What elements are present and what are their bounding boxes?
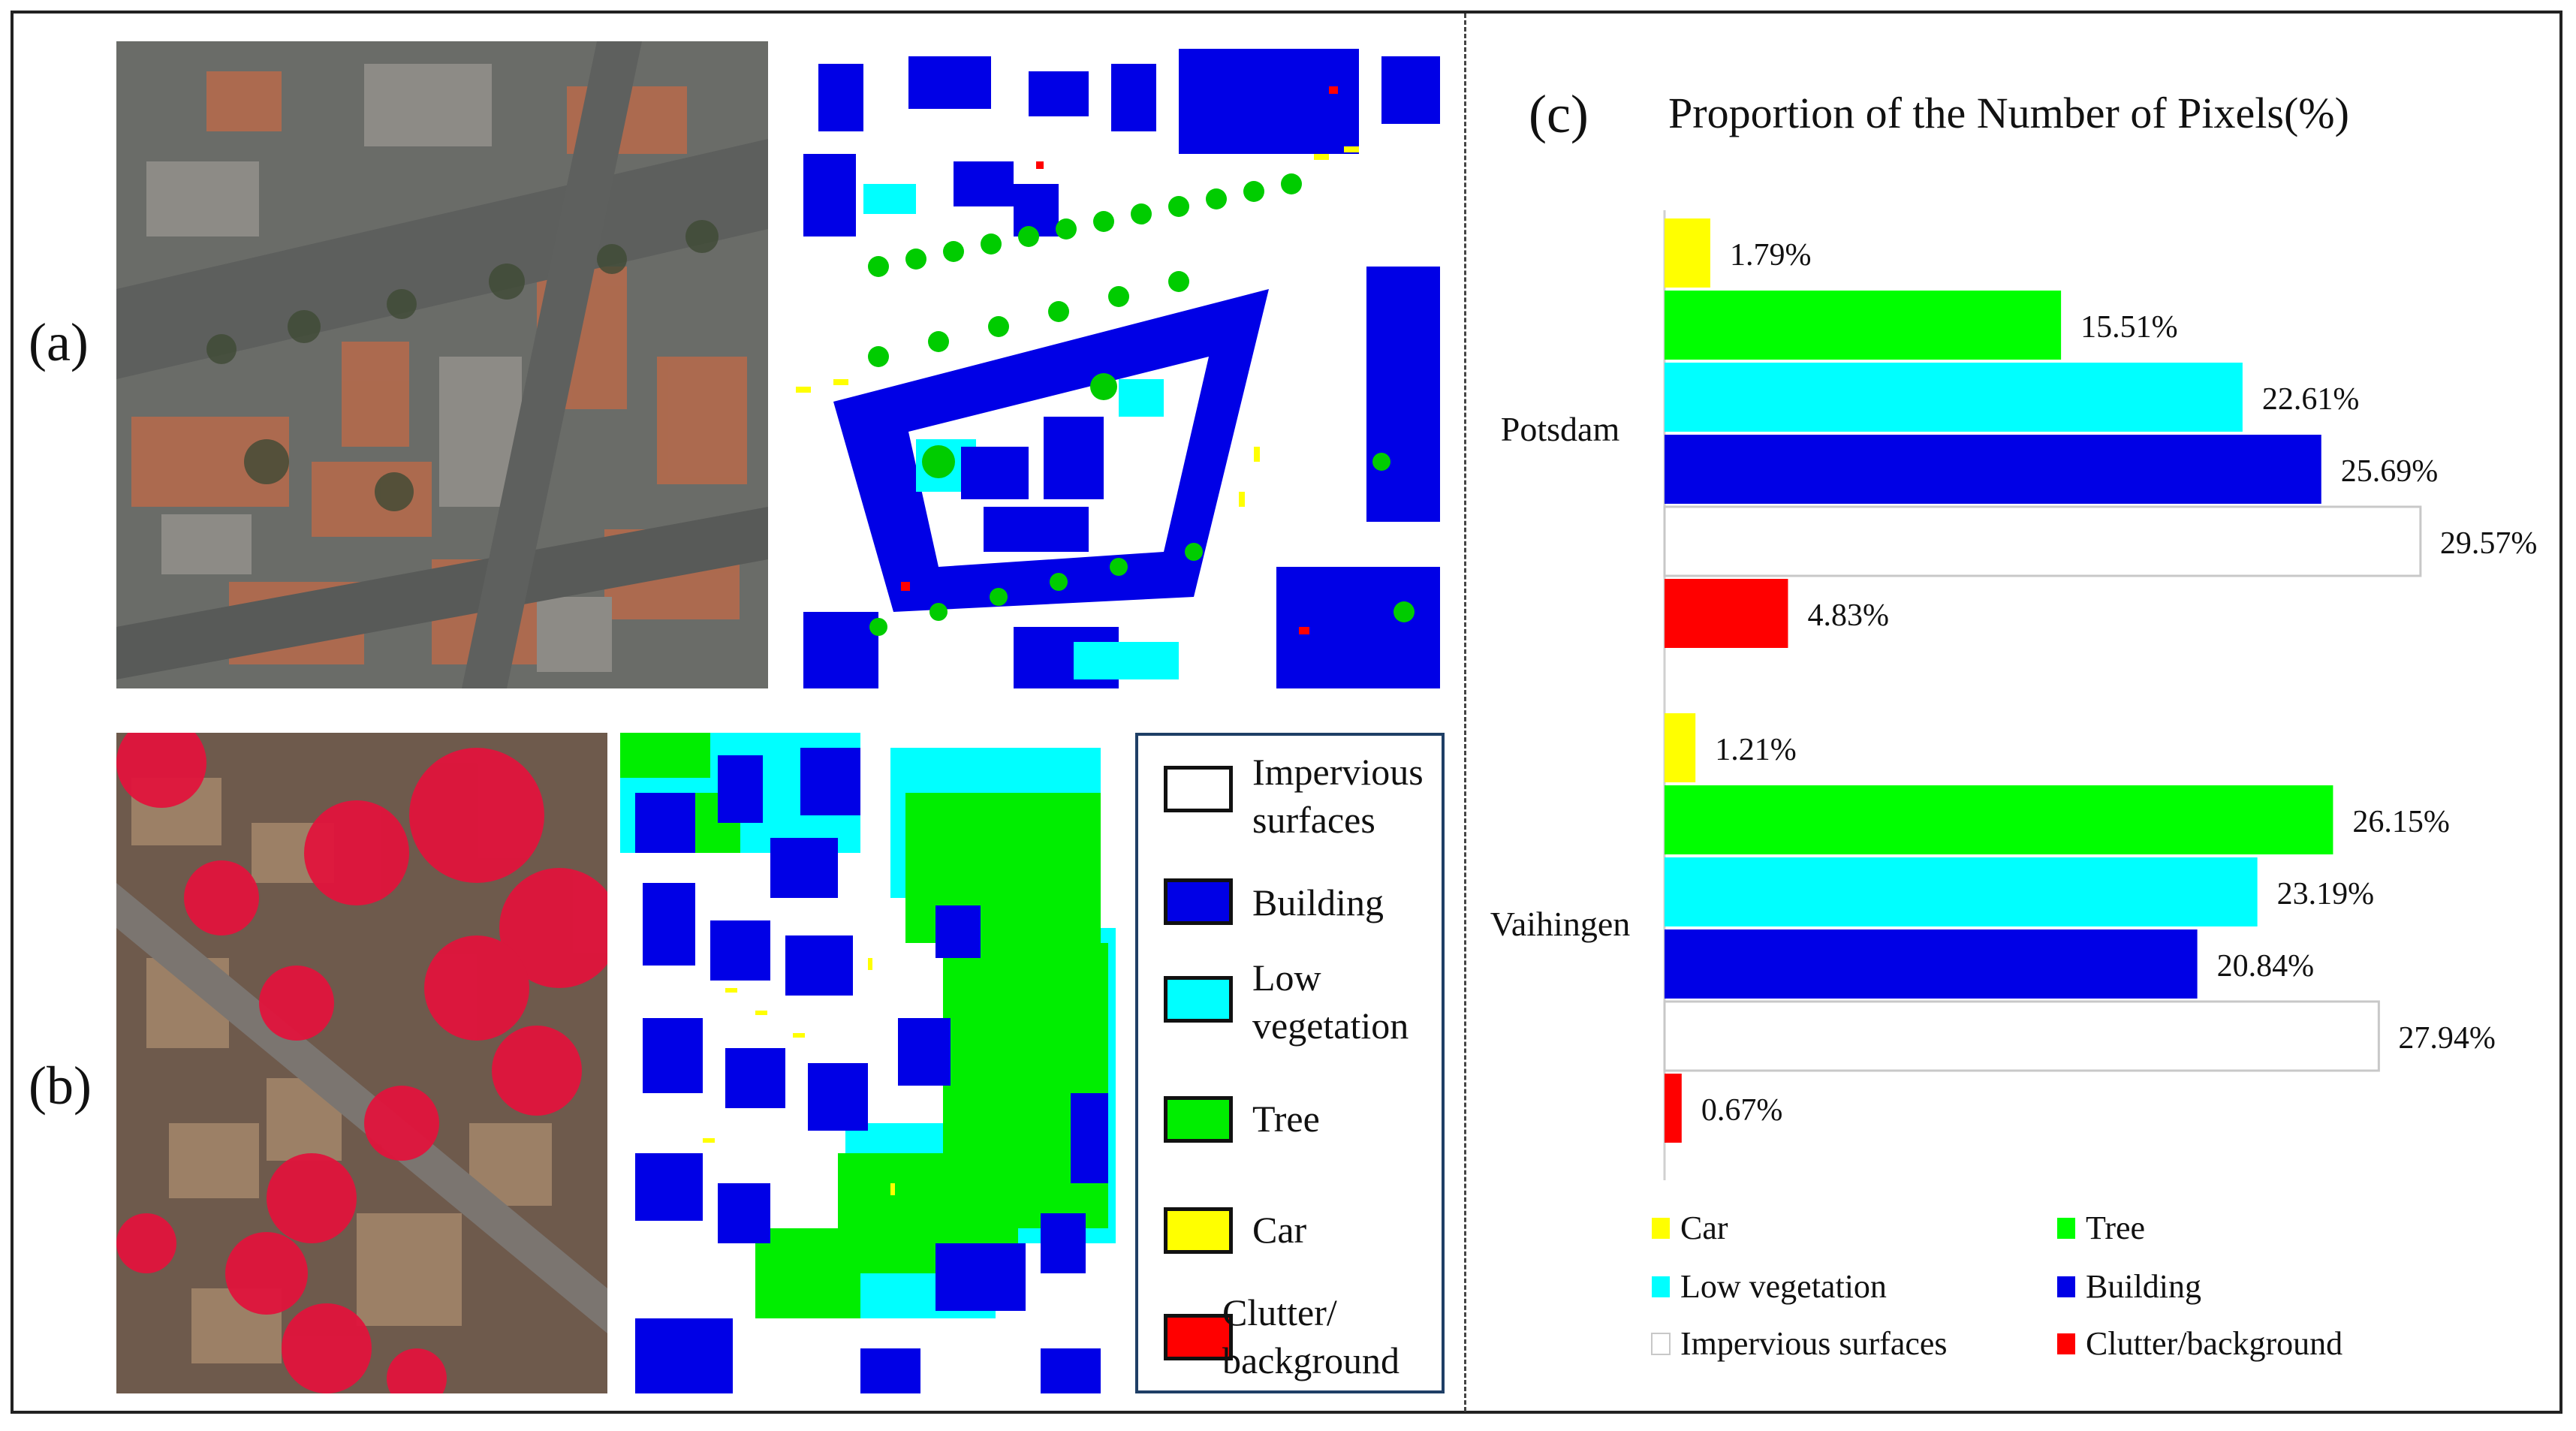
bar-potsdam-impervious-surfaces bbox=[1663, 505, 2422, 577]
bar-potsdam-tree bbox=[1665, 291, 2062, 360]
legend-label-tree: Tree bbox=[2086, 1210, 2145, 1246]
legend-swatch-clutter-background bbox=[2057, 1333, 2075, 1354]
bar-vaihingen-building bbox=[1665, 929, 2198, 999]
bar-potsdam-car bbox=[1665, 218, 1710, 288]
bar-vaihingen-impervious-surfaces bbox=[1663, 1000, 2380, 1072]
figure-frame bbox=[11, 11, 2562, 1414]
bar-label-potsdam-impervious-surfaces: 29.57% bbox=[2440, 526, 2538, 561]
bar-vaihingen-clutter-background bbox=[1665, 1074, 1682, 1143]
legend-swatch-building bbox=[1164, 878, 1233, 925]
legend-label-impervious-surfaces: Impervious surfaces bbox=[1680, 1325, 1948, 1362]
bar-vaihingen-low-vegetation bbox=[1665, 857, 2258, 926]
legend-label-clutter-background: Clutter/background bbox=[2086, 1325, 2343, 1362]
legend-swatch-impervious-surfaces bbox=[1651, 1333, 1671, 1355]
legend-swatch-impervious bbox=[1164, 766, 1233, 812]
legend-swatch-low-vegetation bbox=[1652, 1276, 1670, 1297]
bar-label-vaihingen-low-vegetation: 23.19% bbox=[2277, 877, 2375, 911]
bar-label-potsdam-car: 1.79% bbox=[1730, 238, 1812, 273]
bar-potsdam-clutter-background bbox=[1665, 579, 1788, 648]
bar-label-vaihingen-impervious-surfaces: 27.94% bbox=[2398, 1021, 2496, 1056]
bar-label-vaihingen-tree: 26.15% bbox=[2352, 805, 2450, 839]
legend-swatch-low-vegetation bbox=[1164, 976, 1233, 1023]
legend-swatch-car bbox=[1652, 1218, 1670, 1239]
chart-legend: Car Tree Low vegetation Building Impervious … bbox=[1651, 1210, 2343, 1362]
legend-swatch-building bbox=[2057, 1276, 2075, 1297]
bar-potsdam-low-vegetation bbox=[1665, 363, 2243, 432]
bar-label-potsdam-building: 25.69% bbox=[2341, 454, 2439, 489]
legend-swatch-tree bbox=[2057, 1218, 2075, 1239]
legend-label-low-vegetation: Low vegetation bbox=[1252, 957, 1409, 1047]
legend-swatch-car bbox=[1164, 1207, 1233, 1254]
panel-label-b: (b) bbox=[29, 1056, 92, 1116]
legend-label-building: Building bbox=[2086, 1268, 2201, 1305]
bar-label-potsdam-clutter-background: 4.83% bbox=[1807, 598, 1889, 633]
legend-label-impervious: Impervious surfaces bbox=[1252, 751, 1424, 841]
legend-swatch-clutter bbox=[1164, 1314, 1233, 1360]
legend-label-tree: Tree bbox=[1252, 1098, 1320, 1140]
panel-label-c: (c) bbox=[1529, 84, 1589, 144]
bar-label-vaihingen-clutter-background: 0.67% bbox=[1701, 1093, 1783, 1128]
legend-label-clutter: Clutter/ background bbox=[1222, 1291, 1400, 1381]
label-legend: Impervious surfaces Building Low vegetat… bbox=[1135, 733, 1445, 1393]
legend-label-car: Car bbox=[1680, 1210, 1728, 1246]
vaihingen-irrg-image bbox=[116, 733, 607, 1393]
panel-label-a: (a) bbox=[29, 312, 89, 372]
potsdam-rgb-image bbox=[116, 41, 768, 688]
panel-divider bbox=[1464, 14, 1466, 1411]
category-label-potsdam: Potsdam bbox=[1501, 410, 1620, 448]
legend-label-building: Building bbox=[1252, 881, 1384, 923]
bar-vaihingen-car bbox=[1665, 713, 1696, 782]
legend-label-car: Car bbox=[1252, 1209, 1307, 1251]
chart-title: Proportion of the Number of Pixels(%) bbox=[1668, 89, 2349, 137]
category-label-vaihingen: Vaihingen bbox=[1490, 905, 1631, 943]
bar-potsdam-building bbox=[1665, 435, 2321, 504]
vaihingen-label-map bbox=[620, 733, 1116, 1393]
bar-label-potsdam-low-vegetation: 22.61% bbox=[2262, 382, 2360, 417]
chart-bars: 1.79% 15.51% 22.61% 25.69% 29.57% 4.83% Potsda… bbox=[1490, 210, 2538, 1180]
potsdam-label-map bbox=[788, 41, 1440, 688]
legend-label-low-vegetation: Low vegetation bbox=[1680, 1268, 1887, 1305]
bar-label-vaihingen-building: 20.84% bbox=[2217, 949, 2315, 984]
bar-vaihingen-tree bbox=[1665, 785, 2333, 854]
bar-label-vaihingen-car: 1.21% bbox=[1715, 733, 1797, 767]
legend-swatch-tree bbox=[1164, 1096, 1233, 1143]
bar-label-potsdam-tree: 15.51% bbox=[2080, 310, 2178, 345]
